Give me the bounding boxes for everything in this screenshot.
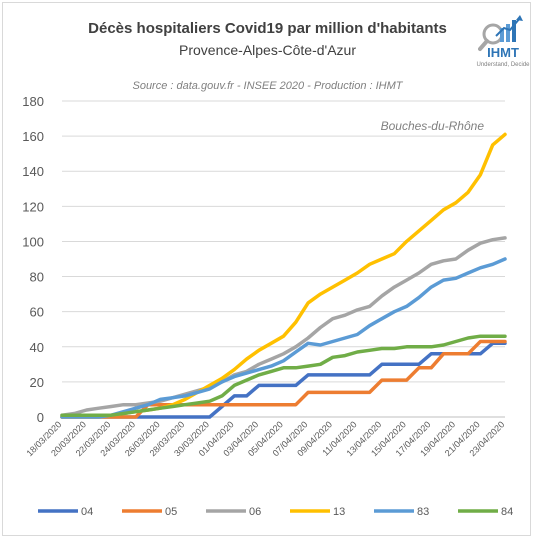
legend-label-05: 05	[165, 506, 177, 518]
series-line-05	[60, 339, 507, 419]
y-tick-label: 140	[22, 164, 44, 179]
y-tick-label: 160	[22, 129, 44, 144]
y-tick-label: 80	[30, 270, 44, 285]
legend-label-06: 06	[249, 506, 261, 518]
logo-text: IHMT	[487, 45, 519, 60]
legend-label-84: 84	[501, 506, 513, 518]
ihmt-logo-icon	[478, 15, 523, 51]
chart-source: Source : data.gouv.fr - INSEE 2020 - Pro…	[132, 80, 403, 92]
y-tick-label: 120	[22, 199, 44, 214]
legend-label-13: 13	[333, 506, 345, 518]
series-annotation: Bouches-du-Rhône	[381, 119, 485, 133]
legend-label-83: 83	[417, 506, 429, 518]
series-line-06	[60, 236, 507, 417]
series-line-84	[60, 334, 507, 417]
chart-frame	[2, 2, 531, 536]
logo-tagline: Understand, Decide	[476, 62, 530, 68]
y-tick-label: 0	[37, 410, 44, 425]
chart-subtitle: Provence-Alpes-Côte-d'Azur	[179, 42, 356, 58]
y-tick-label: 60	[30, 305, 44, 320]
y-tick-label: 40	[30, 340, 44, 355]
legend-label-04: 04	[81, 506, 93, 518]
series-line-13	[60, 132, 507, 419]
y-tick-label: 20	[30, 375, 44, 390]
y-tick-label: 100	[22, 234, 44, 249]
series-line-83	[60, 257, 507, 419]
y-tick-label: 180	[22, 94, 44, 109]
chart-title: Décès hospitaliers Covid19 par million d…	[88, 20, 447, 37]
